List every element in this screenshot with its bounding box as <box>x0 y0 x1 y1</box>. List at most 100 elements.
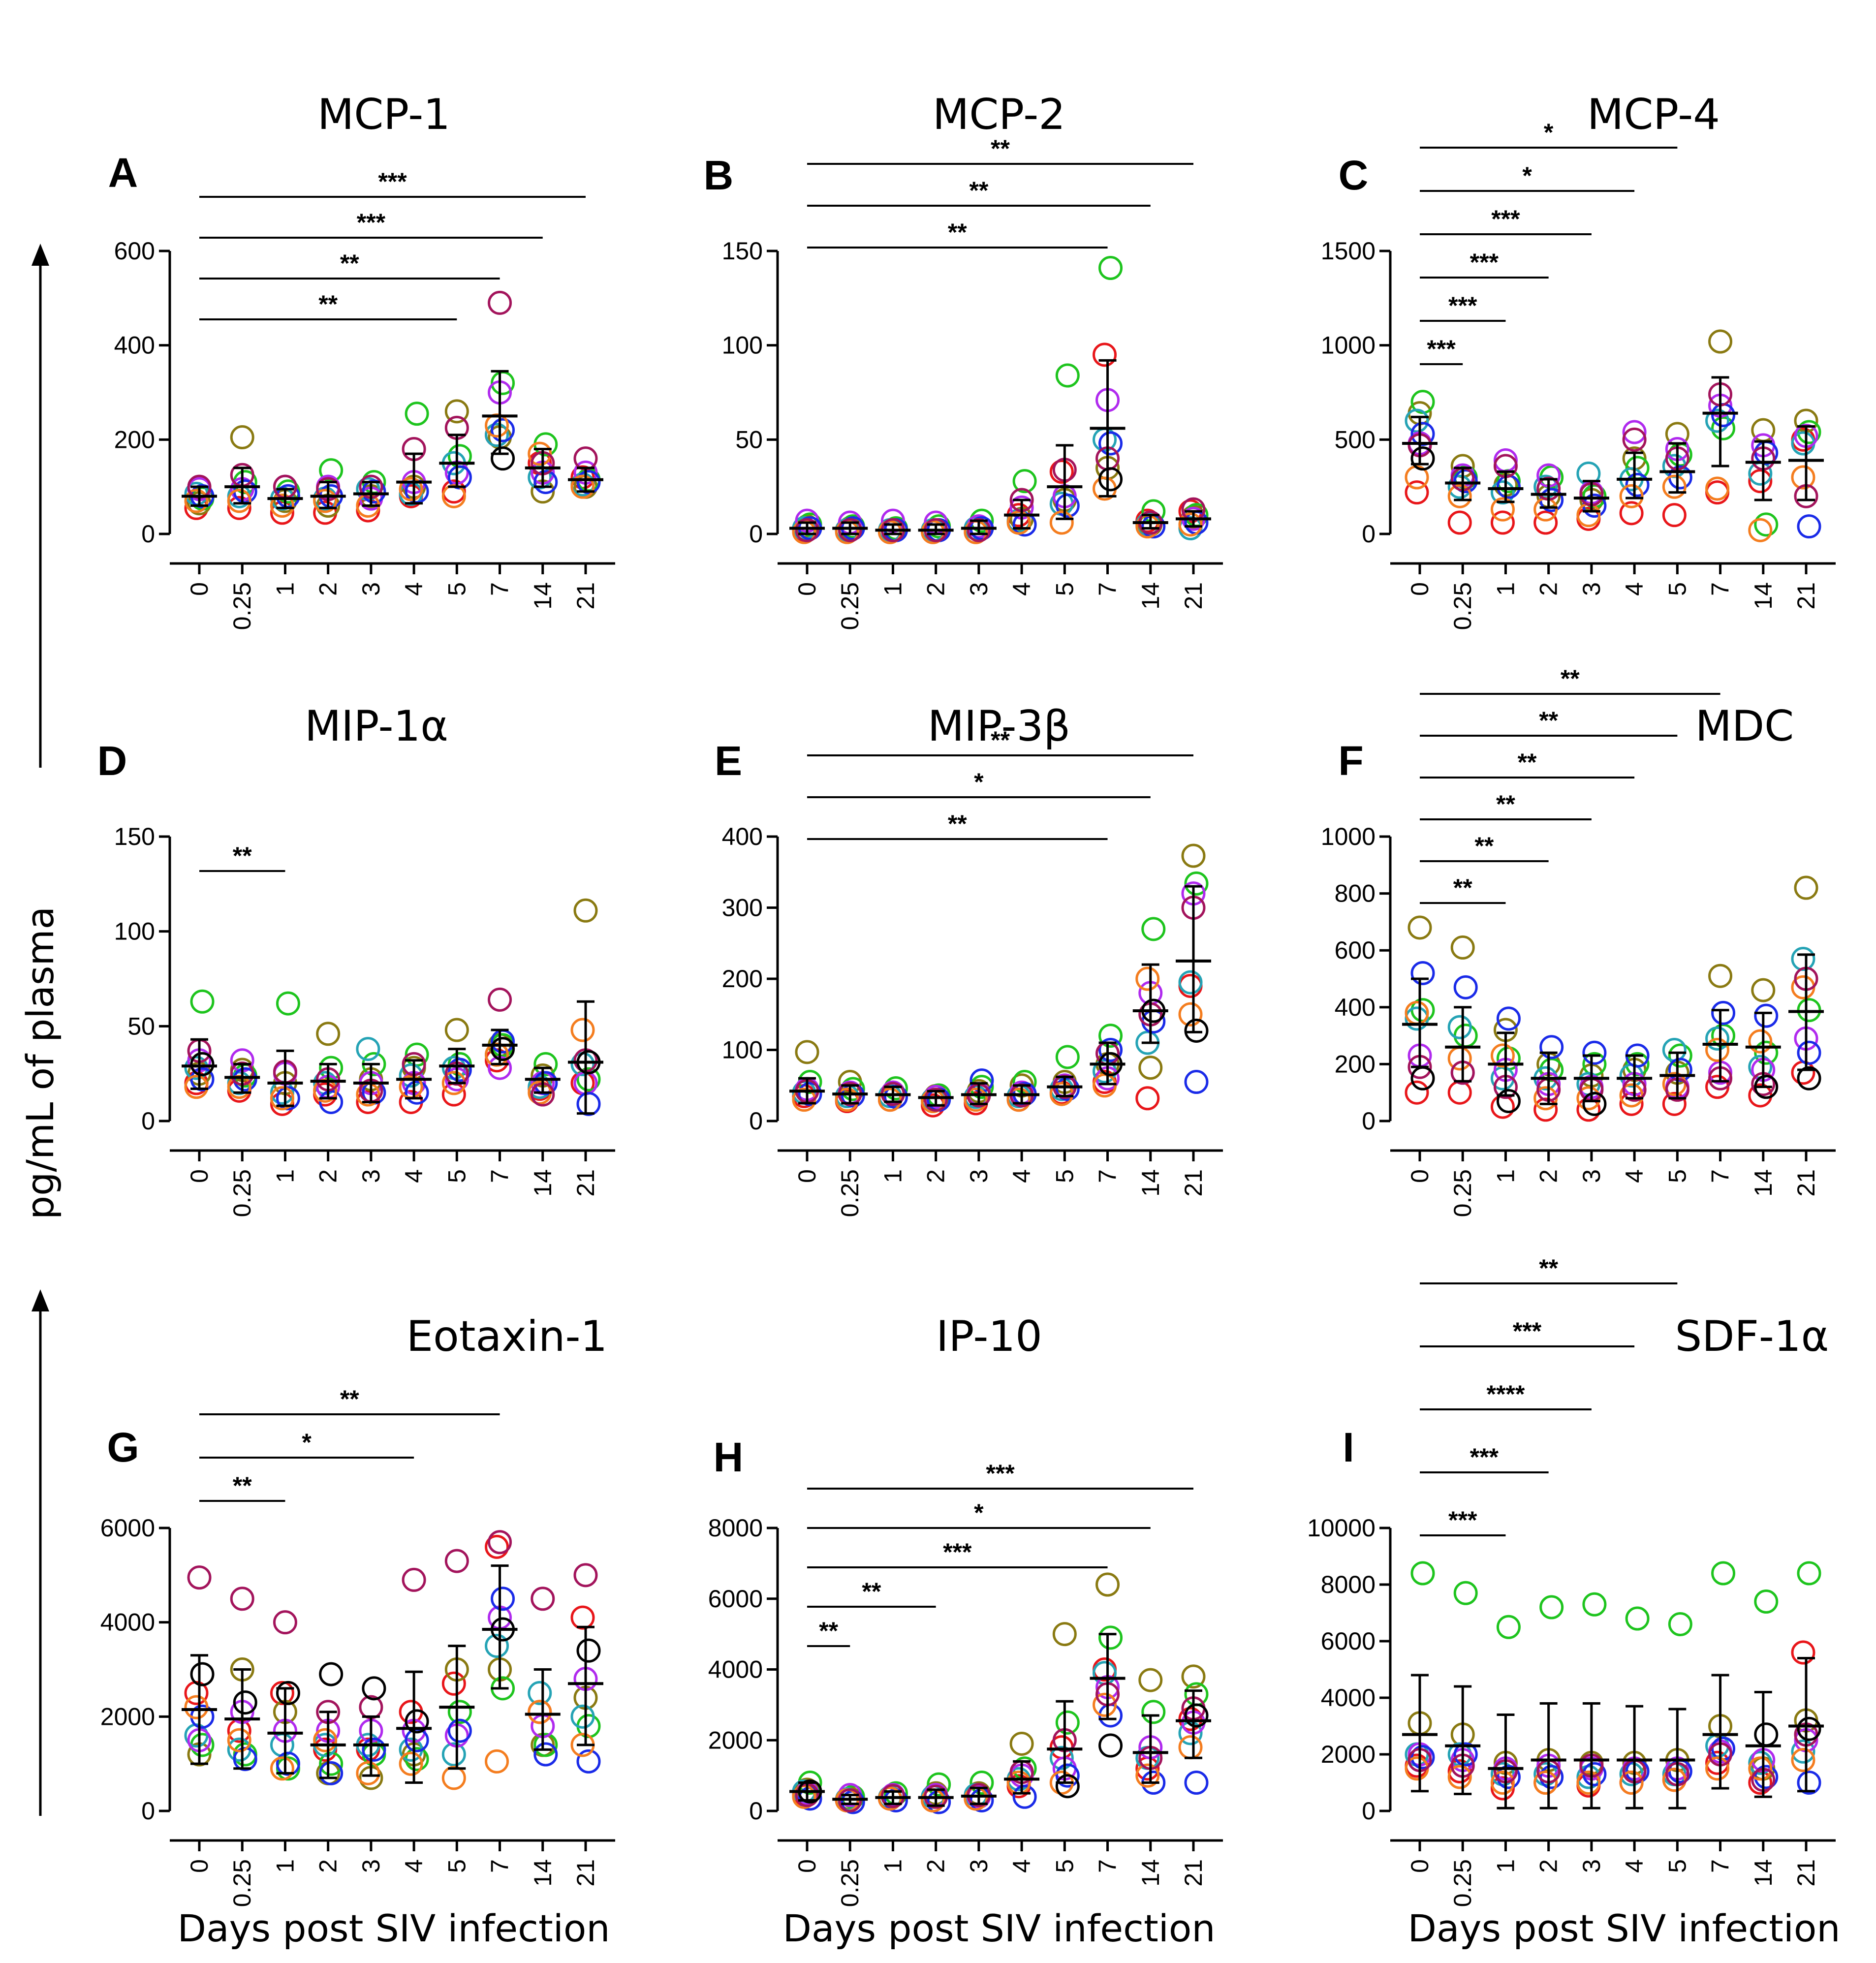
x-tick-label: 1 <box>271 1859 299 1873</box>
x-tick-label: 1 <box>879 582 907 596</box>
data-point-olive <box>1407 915 1432 940</box>
significance-label: *** <box>1491 205 1520 233</box>
y-tick-label: 0 <box>141 520 155 548</box>
x-tick-label: 14 <box>1750 1169 1777 1197</box>
significance-label: ** <box>948 218 967 246</box>
x-tick-label: 4 <box>1008 582 1035 596</box>
x-tick-label: 0.25 <box>228 582 256 630</box>
data-point-orange <box>1748 518 1773 542</box>
data-point-orange <box>313 1728 338 1752</box>
data-point-green <box>1453 1581 1478 1605</box>
y-arrow-lower-head <box>31 1289 49 1311</box>
significance-label: *** <box>1470 249 1499 276</box>
data-point-red <box>1576 1097 1601 1122</box>
x-tick-label: 3 <box>1578 582 1605 596</box>
y-tick-label: 800 <box>1335 880 1376 907</box>
x-axis-label-g: Days post SIV infection <box>177 1906 610 1950</box>
data-point-green <box>447 1700 472 1724</box>
y-tick-label: 200 <box>722 965 763 993</box>
data-point-orange <box>1447 484 1472 508</box>
data-point-blue <box>576 1749 601 1774</box>
data-point-red <box>1619 1091 1644 1116</box>
y-tick-label: 2000 <box>1321 1741 1376 1768</box>
data-point-green <box>1668 1043 1692 1068</box>
y-tick-label: 0 <box>141 1797 155 1825</box>
data-point-blue <box>1012 1784 1037 1809</box>
data-point-blue <box>1625 472 1650 497</box>
significance-label: * <box>974 1499 984 1527</box>
data-point-blue <box>1797 1771 1821 1795</box>
panel-letter: E <box>715 738 742 784</box>
data-point-blue <box>276 1086 300 1111</box>
significance-label: ** <box>1561 665 1580 692</box>
y-tick-label: 0 <box>1362 1797 1376 1825</box>
x-tick-label: 2 <box>922 1169 950 1183</box>
data-point-teal <box>1791 1739 1815 1764</box>
data-point-orange <box>1619 484 1644 508</box>
data-point-teal <box>528 1681 552 1705</box>
data-point-orange <box>270 1756 294 1781</box>
significance-label: ** <box>340 249 359 277</box>
data-point-green <box>1055 1710 1080 1735</box>
data-point-black <box>1754 1722 1779 1747</box>
x-tick-label: 14 <box>1137 1169 1164 1197</box>
data-point-orange <box>1576 1771 1601 1795</box>
panel-title: MDC <box>1695 702 1794 751</box>
significance-label: ** <box>991 135 1010 162</box>
x-tick-label: 7 <box>486 1859 514 1873</box>
data-point-red <box>1447 510 1472 535</box>
data-point-green <box>1410 1561 1435 1586</box>
data-point-orange <box>1178 1002 1203 1027</box>
significance-label: ** <box>862 1578 881 1605</box>
y-tick-label: 0 <box>1362 1107 1376 1135</box>
data-point-green <box>1055 1045 1080 1069</box>
x-tick-label: 4 <box>1008 1169 1035 1183</box>
data-point-olive <box>444 1018 469 1042</box>
data-point-black <box>1098 1733 1123 1758</box>
y-tick-label: 0 <box>749 520 763 548</box>
data-point-red <box>270 1681 294 1705</box>
panel-title: MCP-1 <box>317 90 450 139</box>
y-tick-label: 6000 <box>100 1514 155 1542</box>
x-tick-label: 4 <box>1621 582 1648 596</box>
y-tick-label: 150 <box>722 237 763 265</box>
x-tick-label: 21 <box>1180 1169 1207 1197</box>
y-tick-label: 0 <box>749 1107 763 1135</box>
data-point-maroon <box>838 518 862 542</box>
panel-d: MIP-1α D 0 50 100 150 0 0.25 1 2 3 4 5 7 14 21 ** <box>97 702 615 1217</box>
data-point-red <box>570 1605 595 1630</box>
x-tick-label: 21 <box>1180 1859 1207 1887</box>
x-tick-label: 7 <box>1707 582 1734 596</box>
x-tick-label: 5 <box>1663 1169 1691 1183</box>
data-point-orange <box>964 1088 988 1112</box>
data-point-teal <box>485 1634 509 1658</box>
significance-label: ** <box>233 1472 252 1499</box>
x-tick-label: 14 <box>529 1169 557 1197</box>
data-point-orange <box>1705 1038 1730 1062</box>
y-tick-label: 1000 <box>1321 332 1376 359</box>
x-tick-label: 14 <box>1750 1859 1777 1887</box>
data-point-black <box>276 1681 300 1705</box>
data-point-green <box>1496 1615 1521 1639</box>
x-tick-label: 0 <box>1406 1859 1434 1873</box>
data-point-blue <box>190 1067 215 1091</box>
data-point-green <box>1797 420 1821 444</box>
data-point-green <box>276 991 300 1016</box>
data-point-teal <box>1490 480 1515 505</box>
significance-label: *** <box>1448 292 1477 319</box>
x-tick-label: 1 <box>271 582 299 596</box>
y-tick-label: 50 <box>127 1012 155 1040</box>
data-point-orange <box>485 413 509 438</box>
significance-label: *** <box>1427 335 1456 363</box>
data-point-red <box>227 496 251 520</box>
data-point-red <box>1093 343 1117 367</box>
data-point-blue <box>276 1751 300 1776</box>
y-tick-label: 200 <box>1335 1050 1376 1078</box>
data-point-green <box>190 989 215 1014</box>
data-point-blue <box>405 1080 429 1105</box>
x-tick-label: 1 <box>1492 1169 1519 1183</box>
data-point-orange <box>528 441 552 466</box>
